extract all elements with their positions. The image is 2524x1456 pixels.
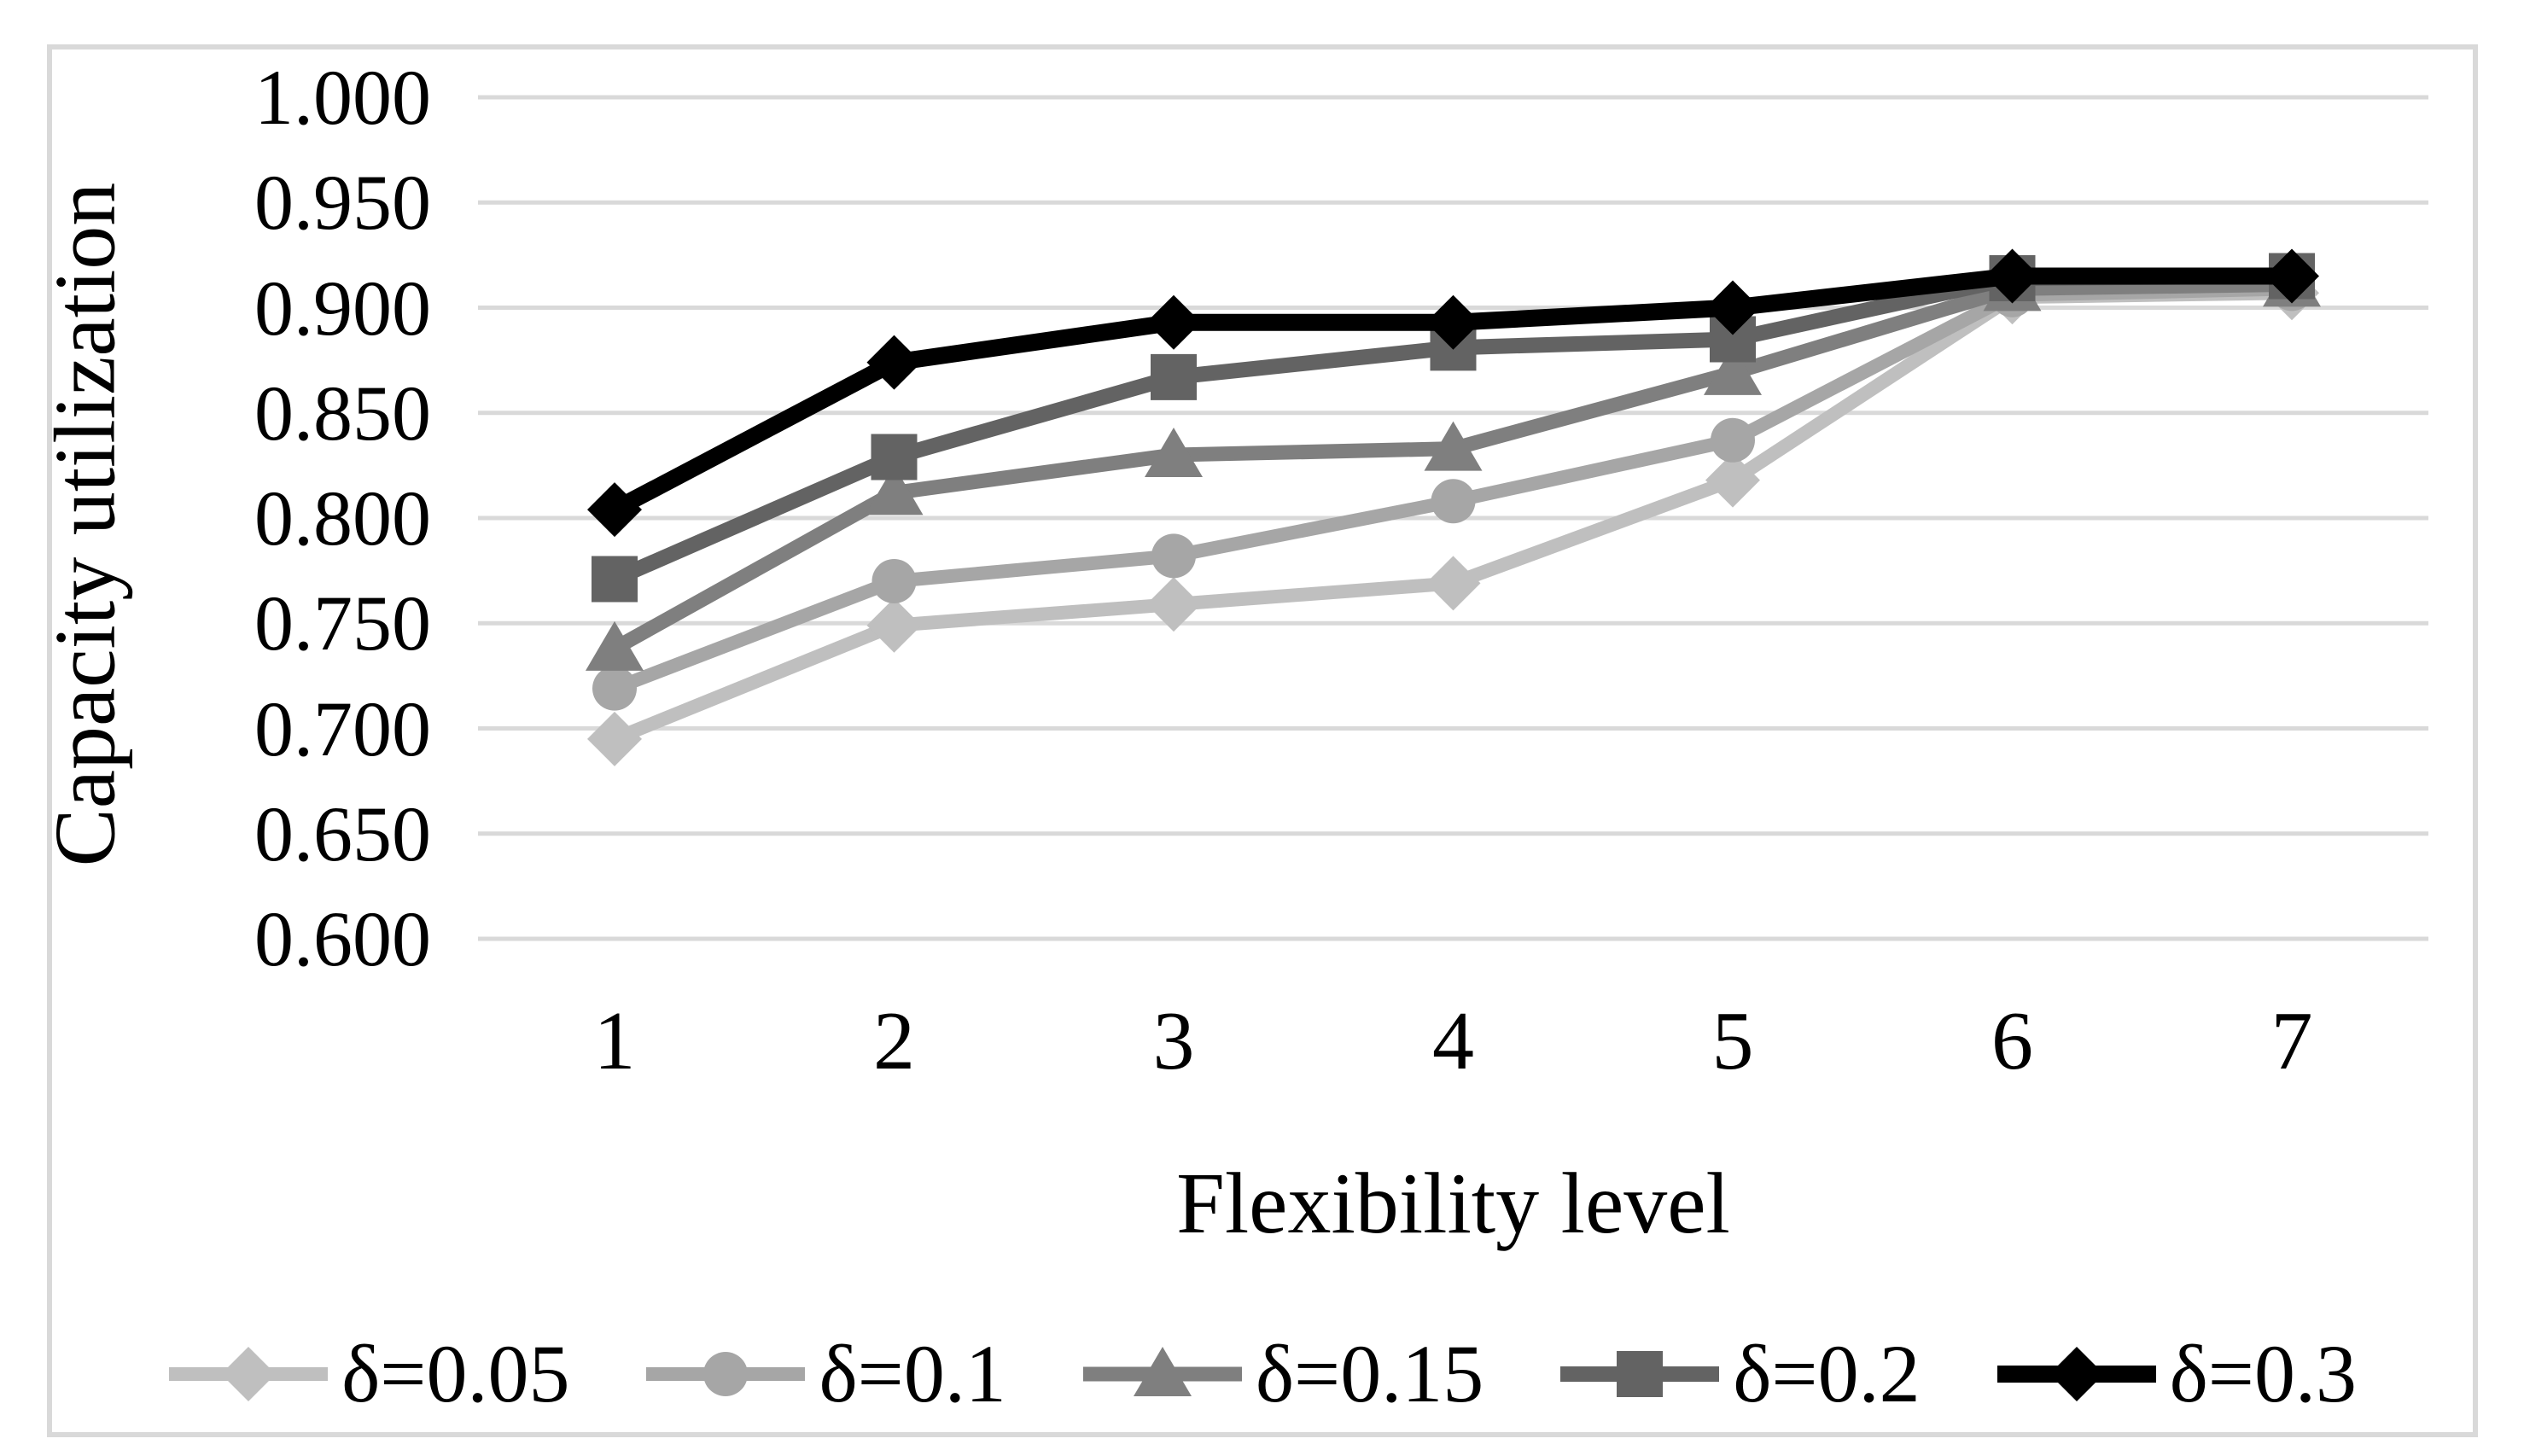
diamond-marker [587, 711, 642, 766]
y-tick-label: 0.600 [254, 895, 431, 982]
legend-item: δ=0.2 [1559, 1314, 1921, 1434]
x-tick-label: 3 [1152, 995, 1195, 1087]
diamond-marker [1146, 577, 1201, 632]
y-tick-label: 0.950 [254, 159, 431, 247]
square-marker [1710, 316, 1756, 363]
legend-key [646, 1352, 806, 1396]
x-tick-label: 5 [1711, 995, 1754, 1087]
circle-marker [1711, 417, 1755, 463]
y-tick-label: 0.850 [254, 369, 431, 457]
diamond-marker [2265, 248, 2319, 304]
legend-label: δ=0.05 [341, 1328, 570, 1419]
legend-key [1560, 1351, 1720, 1397]
diamond-marker [1146, 294, 1201, 350]
legend-item: δ=0.1 [644, 1314, 1006, 1434]
circle-marker [1431, 479, 1476, 524]
x-tick-label: 6 [1991, 995, 2033, 1087]
diamond-marker [1705, 452, 1760, 508]
diamond-marker [1985, 248, 2040, 304]
triangle-marker [1704, 345, 1762, 395]
legend-item: δ=0.05 [167, 1314, 569, 1434]
triangle-marker [1424, 421, 1483, 471]
diamond-marker [1425, 556, 1481, 611]
square-marker [1151, 353, 1197, 400]
diamond-marker [587, 482, 642, 538]
diamond-marker [1705, 280, 1760, 335]
y-tick-label: 0.750 [254, 579, 431, 667]
x-tick-label: 1 [593, 995, 636, 1087]
diamond-marker [2049, 1347, 2104, 1401]
legend-item: δ=0.15 [1081, 1314, 1484, 1434]
diamond-marker [1425, 294, 1481, 350]
legend-key [1996, 1347, 2156, 1401]
y-tick-label: 0.800 [254, 475, 431, 562]
x-tick-label: 7 [2270, 995, 2313, 1087]
circle-marker [1151, 533, 1196, 579]
legend-key [169, 1347, 329, 1401]
diamond-marker [221, 1347, 277, 1401]
x-tick-label: 4 [1432, 995, 1474, 1087]
legend-label: δ=0.3 [2169, 1328, 2357, 1419]
circle-marker [703, 1352, 749, 1396]
square-marker [1617, 1351, 1664, 1397]
y-tick-label: 0.650 [254, 789, 431, 877]
y-axis-title: Capacity utilization [37, 182, 134, 867]
x-axis-title: Flexibility level [1176, 1156, 1730, 1252]
diamond-marker [866, 335, 922, 390]
y-tick-label: 1.000 [254, 54, 431, 141]
triangle-marker [1145, 428, 1203, 478]
diamond-marker [866, 597, 922, 653]
legend-label: δ=0.1 [819, 1328, 1006, 1419]
legend-key [1082, 1347, 1242, 1396]
y-tick-label: 0.900 [254, 264, 431, 352]
legend-item: δ=0.3 [1996, 1314, 2357, 1434]
triangle-marker [1133, 1347, 1192, 1396]
square-marker [871, 434, 918, 480]
legend-label: δ=0.15 [1255, 1328, 1484, 1419]
circle-marker [871, 558, 917, 603]
triangle-marker [865, 465, 924, 515]
square-marker [592, 556, 638, 603]
circle-marker [592, 666, 637, 711]
y-tick-label: 0.700 [254, 684, 431, 772]
triangle-marker [586, 620, 644, 671]
legend-label: δ=0.2 [1733, 1328, 1921, 1419]
x-tick-label: 2 [873, 995, 915, 1087]
legend: δ=0.05 δ=0.1 δ=0.15 δ=0.2 δ=0.3 [0, 1314, 2524, 1434]
